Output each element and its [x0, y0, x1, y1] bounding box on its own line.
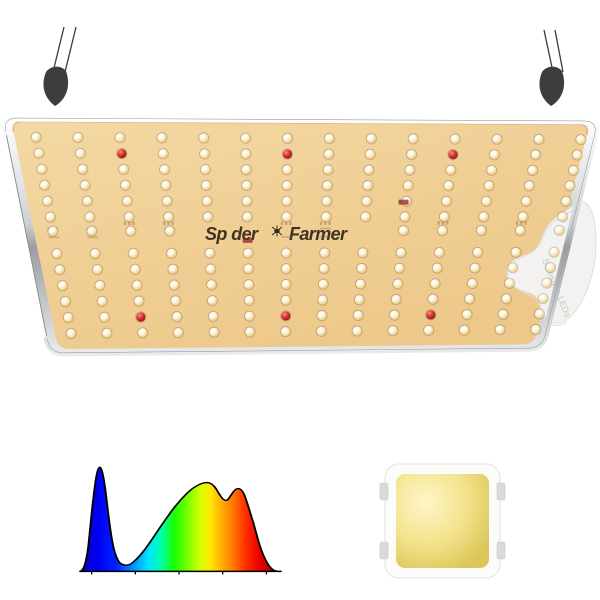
svg-text:Farmer: Farmer — [289, 224, 348, 244]
